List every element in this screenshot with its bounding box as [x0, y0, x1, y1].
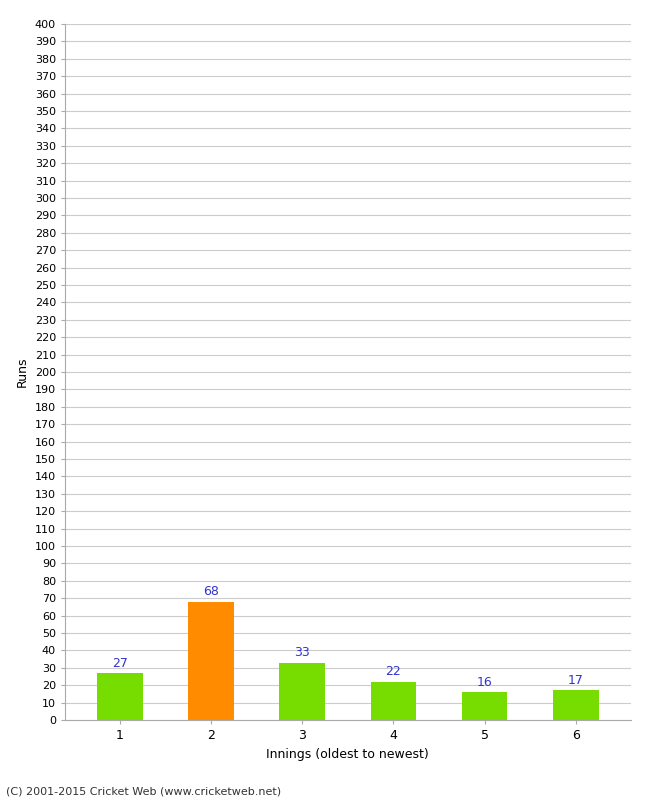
Text: 27: 27: [112, 657, 127, 670]
Text: 22: 22: [385, 666, 401, 678]
Bar: [188, 602, 234, 720]
Text: 16: 16: [476, 676, 493, 689]
Y-axis label: Runs: Runs: [16, 357, 29, 387]
Text: 33: 33: [294, 646, 310, 659]
Text: 68: 68: [203, 586, 219, 598]
Text: (C) 2001-2015 Cricket Web (www.cricketweb.net): (C) 2001-2015 Cricket Web (www.cricketwe…: [6, 786, 281, 796]
Bar: [553, 690, 599, 720]
Bar: [370, 682, 416, 720]
Bar: [462, 692, 508, 720]
Bar: [280, 662, 325, 720]
Text: 17: 17: [568, 674, 584, 687]
X-axis label: Innings (oldest to newest): Innings (oldest to newest): [266, 747, 429, 761]
Bar: [97, 673, 142, 720]
